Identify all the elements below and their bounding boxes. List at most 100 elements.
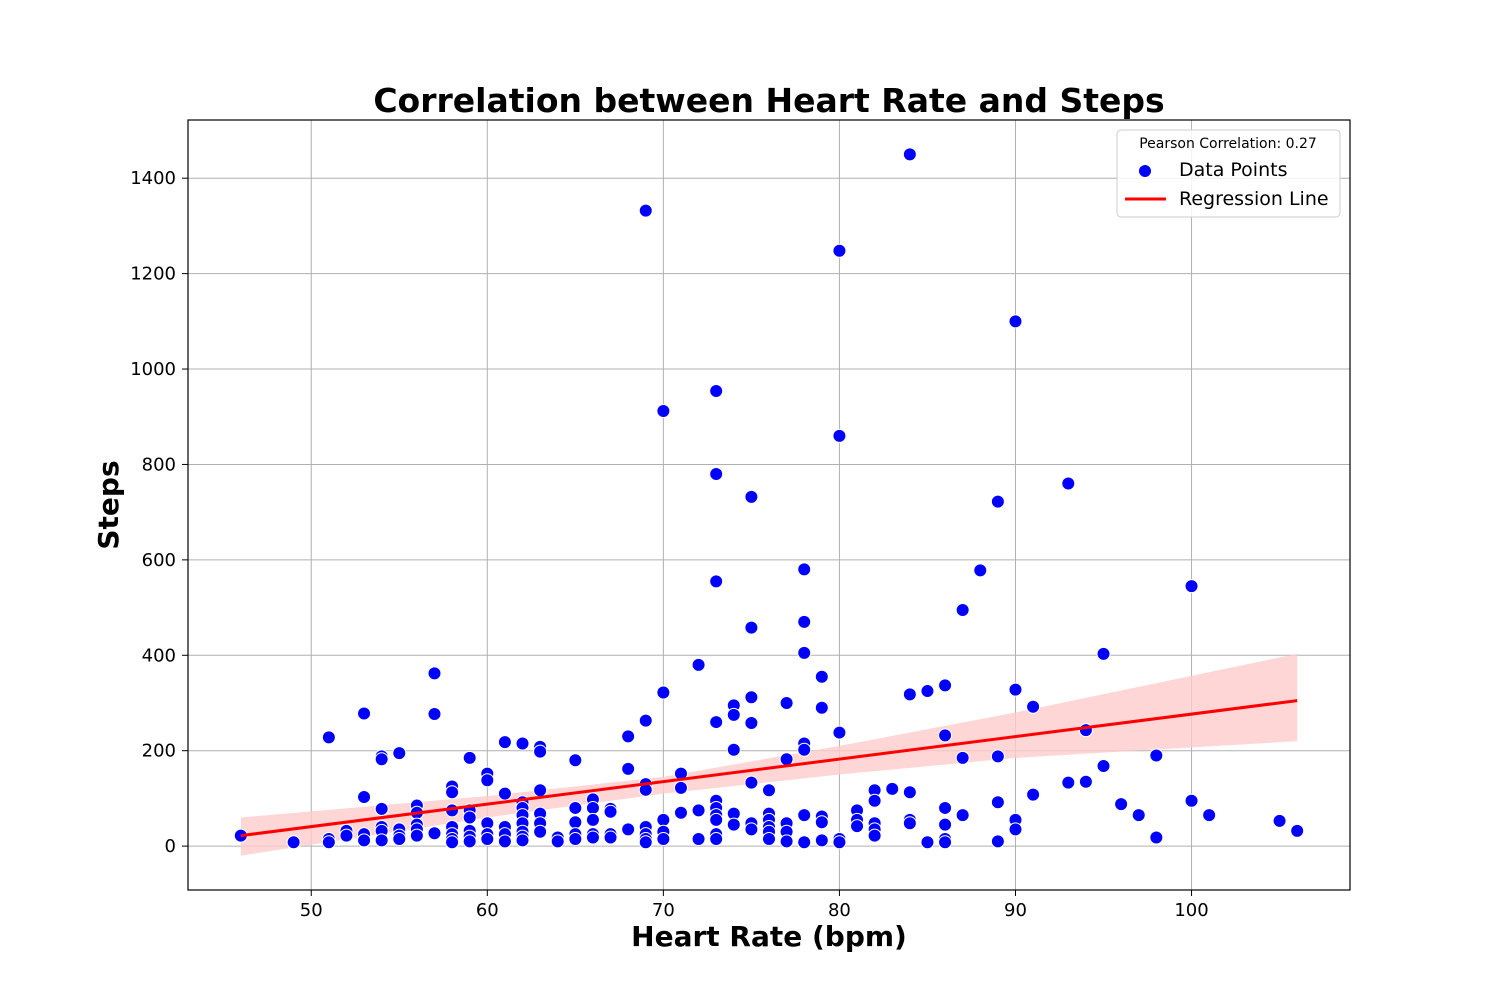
data-point bbox=[867, 828, 882, 843]
data-point bbox=[797, 614, 812, 629]
data-point bbox=[1272, 813, 1287, 828]
data-point bbox=[990, 834, 1005, 849]
data-point bbox=[1061, 476, 1076, 491]
data-point bbox=[744, 690, 759, 705]
data-point bbox=[568, 815, 583, 830]
data-point bbox=[621, 729, 636, 744]
data-point bbox=[990, 795, 1005, 810]
data-point bbox=[832, 835, 847, 850]
data-point bbox=[990, 749, 1005, 764]
data-point bbox=[357, 706, 372, 721]
data-point bbox=[744, 775, 759, 790]
data-point bbox=[709, 466, 724, 481]
data-point bbox=[339, 828, 354, 843]
x-tick-label: 90 bbox=[1004, 900, 1027, 921]
regression-line bbox=[240, 699, 1298, 838]
legend-label-regression-line: Regression Line bbox=[1179, 188, 1329, 210]
data-point bbox=[1008, 822, 1023, 837]
data-point bbox=[1061, 775, 1076, 790]
data-point bbox=[779, 695, 794, 710]
data-point bbox=[1008, 682, 1023, 697]
data-point bbox=[445, 835, 460, 850]
data-point bbox=[797, 835, 812, 850]
data-point bbox=[321, 835, 336, 850]
y-tick-label: 1200 bbox=[130, 264, 176, 285]
data-point bbox=[1149, 830, 1164, 845]
data-point bbox=[1008, 314, 1023, 329]
data-point bbox=[1114, 797, 1129, 812]
data-point bbox=[374, 752, 389, 767]
data-point bbox=[885, 781, 900, 796]
data-point bbox=[462, 750, 477, 765]
data-point bbox=[938, 817, 953, 832]
data-point bbox=[656, 404, 671, 419]
legend-title: Pearson Correlation: 0.27 bbox=[1139, 136, 1317, 152]
data-point bbox=[585, 812, 600, 827]
data-point bbox=[656, 831, 671, 846]
data-point bbox=[621, 822, 636, 837]
data-point bbox=[603, 830, 618, 845]
data-point bbox=[374, 801, 389, 816]
data-point bbox=[480, 831, 495, 846]
data-point bbox=[797, 562, 812, 577]
data-point bbox=[832, 243, 847, 258]
x-tick-label: 60 bbox=[476, 900, 499, 921]
data-point bbox=[902, 785, 917, 800]
legend-label-data-points: Data Points bbox=[1179, 159, 1287, 181]
data-point bbox=[691, 831, 706, 846]
data-point bbox=[867, 793, 882, 808]
data-point bbox=[585, 830, 600, 845]
data-point bbox=[656, 685, 671, 700]
data-point bbox=[1096, 758, 1111, 773]
data-point bbox=[762, 831, 776, 846]
data-point bbox=[973, 563, 988, 578]
chart-title: Correlation between Heart Rate and Steps bbox=[373, 81, 1164, 120]
data-point bbox=[533, 744, 548, 759]
data-point bbox=[357, 833, 372, 848]
data-point bbox=[1149, 748, 1164, 763]
data-point bbox=[691, 803, 706, 818]
data-point bbox=[480, 773, 495, 788]
data-point bbox=[779, 834, 794, 849]
data-point bbox=[533, 824, 548, 839]
x-tick-label: 50 bbox=[300, 900, 323, 921]
data-point bbox=[814, 700, 829, 715]
data-point bbox=[814, 669, 829, 684]
data-point bbox=[497, 786, 512, 801]
legend-marker-data-points bbox=[1138, 164, 1152, 178]
x-tick-label: 80 bbox=[828, 900, 851, 921]
data-points-layer bbox=[233, 147, 1305, 850]
data-point bbox=[832, 725, 847, 740]
data-point bbox=[1026, 699, 1041, 714]
data-point bbox=[392, 746, 407, 761]
data-point bbox=[920, 835, 935, 850]
data-point bbox=[902, 816, 917, 831]
data-point bbox=[797, 645, 812, 660]
data-point bbox=[1202, 808, 1217, 823]
data-point bbox=[585, 800, 600, 815]
data-point bbox=[938, 835, 953, 850]
data-point bbox=[638, 713, 653, 728]
x-tick-label: 70 bbox=[652, 900, 675, 921]
data-point bbox=[709, 715, 724, 730]
legend: Pearson Correlation: 0.27 Data Points Re… bbox=[1116, 129, 1341, 218]
y-tick-label: 400 bbox=[142, 645, 176, 666]
data-point bbox=[568, 753, 583, 768]
plot-frame bbox=[187, 119, 1351, 891]
data-point bbox=[955, 602, 970, 617]
confidence-band-layer bbox=[240, 653, 1298, 856]
data-point bbox=[357, 789, 372, 804]
data-point bbox=[1096, 646, 1111, 661]
legend-box bbox=[1116, 129, 1341, 218]
data-point bbox=[568, 831, 583, 846]
y-axis-label: Steps bbox=[92, 460, 125, 549]
data-point bbox=[726, 742, 741, 757]
data-point bbox=[1131, 808, 1146, 823]
data-point bbox=[603, 804, 618, 819]
data-point bbox=[832, 428, 847, 443]
data-point bbox=[1184, 793, 1199, 808]
data-point bbox=[497, 834, 512, 849]
data-point bbox=[409, 828, 424, 843]
data-point bbox=[638, 835, 653, 850]
